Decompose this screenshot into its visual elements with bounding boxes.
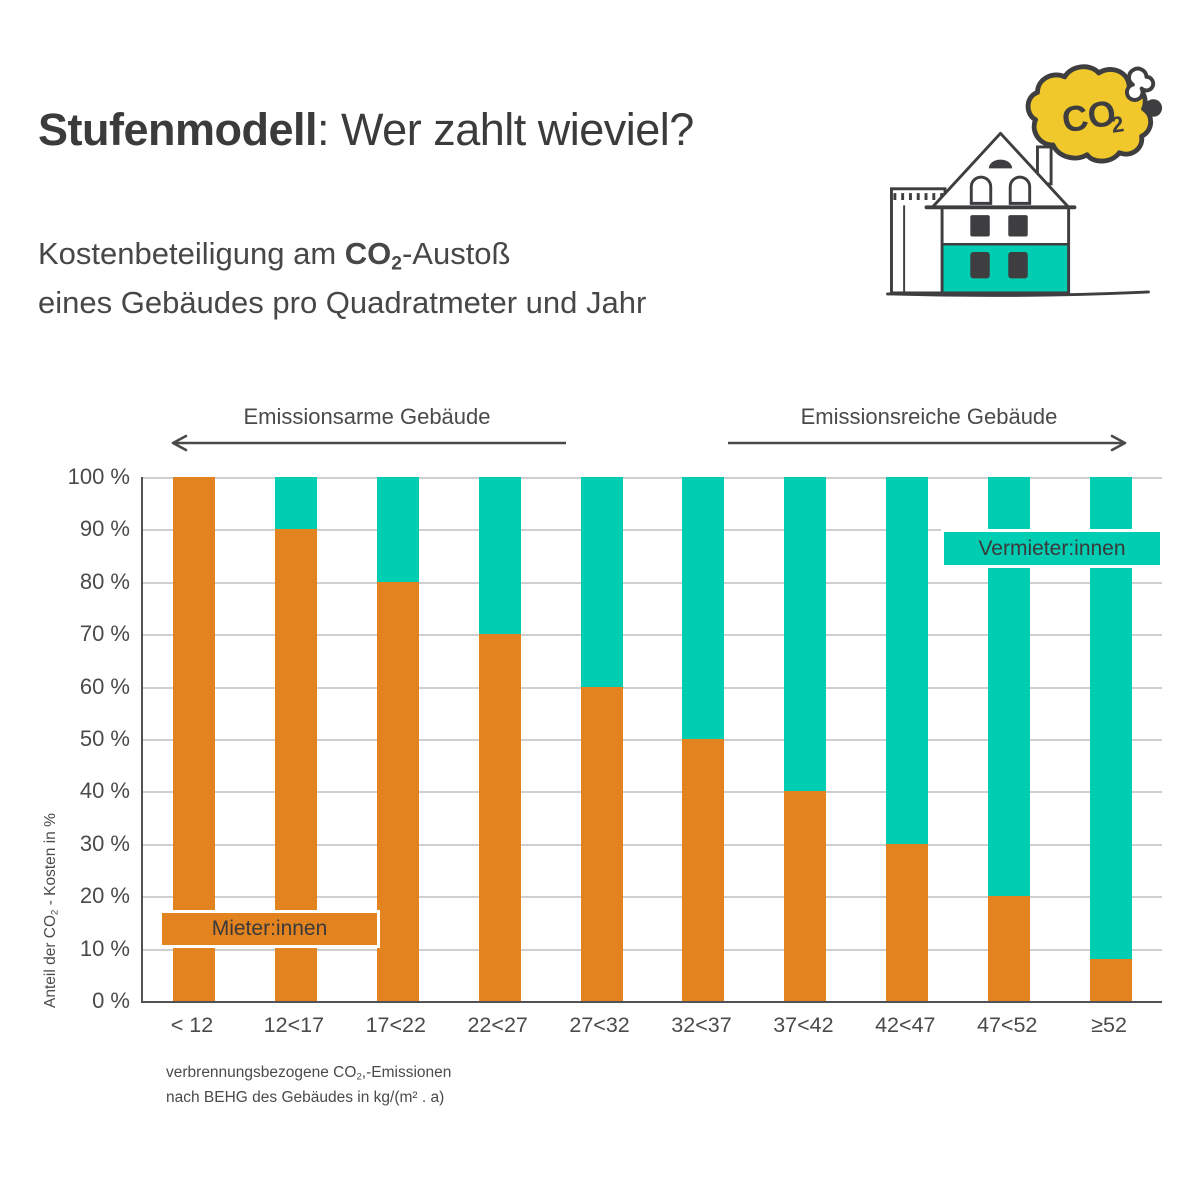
y-tick-label: 50 % <box>79 726 130 751</box>
x-tick-label: 32<37 <box>671 1013 732 1037</box>
bar-segment-vermieter <box>886 477 929 844</box>
bar-segment-vermieter <box>376 477 419 582</box>
window <box>1008 215 1028 237</box>
gridline-90 <box>143 529 1162 532</box>
stacked-bar-22<27 <box>478 477 521 1001</box>
x-axis-title-line1: verbrennungsbezogene CO2,-Emissionen <box>166 1064 452 1083</box>
x-tick-label: 27<32 <box>569 1013 630 1037</box>
range-high-emission: Emissionsreiche Gebäude <box>726 404 1132 453</box>
bar-column <box>449 477 551 1001</box>
window <box>970 215 990 237</box>
bar-segment-mieter <box>682 739 725 1001</box>
stacked-bar-37<42 <box>784 477 827 1001</box>
page-title-rest: : Wer zahlt wieviel? <box>317 104 694 156</box>
y-tick-label: 90 % <box>79 516 130 542</box>
bar-column <box>754 477 856 1001</box>
x-axis-title-line2: nach BEHG des Gebäudes in kg/(m² . a) <box>166 1089 445 1106</box>
x-tick-label: 37<42 <box>773 1013 834 1037</box>
x-tick-label: 12<17 <box>263 1013 325 1037</box>
right-arrow-icon <box>728 434 1127 452</box>
y-tick-label: 10 % <box>79 935 130 961</box>
window <box>970 252 990 279</box>
gridline-40 <box>143 791 1162 794</box>
gridline-30 <box>143 843 1162 846</box>
co2-cloud: CO 2 <box>1025 64 1163 164</box>
y-tick-label: 100 % <box>67 464 130 489</box>
gridline-80 <box>143 581 1162 584</box>
subtitle-line2: eines Gebäudes pro Quadratmeter und Jahr <box>38 285 647 320</box>
svg-text:CO: CO <box>1059 92 1119 141</box>
bar-segment-mieter <box>886 843 929 1001</box>
y-tick-label: 0 % <box>92 988 130 1013</box>
gridline-60 <box>143 686 1162 689</box>
gridline-10 <box>143 948 1162 951</box>
y-tick-label: 30 % <box>79 830 130 856</box>
bar-segment-mieter <box>580 686 623 1001</box>
arch-window <box>1008 175 1032 205</box>
x-tick-label: < 12 <box>170 1013 214 1037</box>
y-tick-label: 20 % <box>79 883 130 909</box>
page-title: Stufenmodell: Wer zahlt wieviel? <box>38 104 694 156</box>
series-label-vermieter: Vermieter:innen <box>941 529 1163 568</box>
small-cloud <box>1125 66 1156 102</box>
svg-text:2: 2 <box>1109 111 1125 138</box>
arch-window <box>969 175 993 205</box>
x-tick-label: 17<22 <box>365 1013 426 1037</box>
bar-column <box>551 477 653 1001</box>
bar-segment-vermieter <box>784 477 827 792</box>
stacked-bar-32<37 <box>682 477 725 1001</box>
stacked-bar-17<22 <box>376 477 419 1001</box>
window <box>1008 252 1028 279</box>
co2-cloud-text: CO 2 <box>1059 92 1126 141</box>
bar-segment-mieter <box>478 634 521 1001</box>
gable-vent <box>988 159 1013 169</box>
y-tick-label: 70 % <box>79 621 130 647</box>
house-roof <box>924 131 1077 210</box>
y-tick-label: 40 % <box>79 778 130 804</box>
x-tick-label: 22<27 <box>467 1013 528 1037</box>
gridline-70 <box>143 634 1162 637</box>
house-illustration-svg: CO 2 <box>886 64 1163 297</box>
series-label-mieter: Mieter:innen <box>159 910 380 948</box>
x-axis-tick-labels: < 12 12<17 17<22 22<27 27<32 32<37 37<42 42<47 4… <box>141 1013 1160 1038</box>
bar-segment-mieter <box>1090 959 1133 1001</box>
stacked-bar-27<32 <box>580 477 623 1001</box>
bar-segment-mieter <box>988 896 1031 1001</box>
x-tick-label: 47<52 <box>977 1013 1038 1037</box>
gridline-100 <box>143 477 1162 479</box>
house-teal-floor <box>942 244 1069 293</box>
y-tick-label: 80 % <box>79 568 130 594</box>
bar-column <box>856 477 958 1001</box>
bar-segment-vermieter <box>478 477 521 635</box>
y-tick-label: 60 % <box>79 673 130 699</box>
low-emission-label: Emissionsarme Gebäude <box>243 404 491 429</box>
bar-segment-vermieter <box>274 477 317 530</box>
bar-segment-mieter <box>376 581 419 1001</box>
bar-column <box>653 477 755 1001</box>
left-arrow-icon <box>171 434 566 452</box>
gridline-50 <box>143 739 1162 741</box>
stacked-bar-42<47 <box>886 477 929 1001</box>
y-axis-tick-labels: 100 % 90 % 80 % 70 % 60 % 50 % 40 % 30 % 20 % 10 … <box>28 464 130 1013</box>
x-axis-title: verbrennungsbezogene CO2,-Emissionen nac… <box>166 1060 451 1110</box>
bar-segment-mieter <box>784 791 827 1001</box>
x-tick-label: ≥52 <box>1091 1013 1127 1037</box>
subtitle: Kostenbeteiligung am CO2-Austoß eines Ge… <box>38 229 646 327</box>
page-title-bold: Stufenmodell <box>38 104 318 156</box>
smoke-blob <box>1144 99 1163 117</box>
bar-column <box>347 477 449 1001</box>
gridline-20 <box>143 896 1162 899</box>
bar-segment-vermieter <box>580 477 623 687</box>
bar-segment-vermieter <box>682 477 725 739</box>
house-co2-illustration: CO 2 <box>872 58 1164 304</box>
range-low-emission: Emissionsarme Gebäude <box>166 404 568 453</box>
y-axis-title: Anteil der CO2 - Kosten in % <box>42 813 61 1008</box>
subtitle-line1: Kostenbeteiligung am CO2-Austoß <box>38 236 511 275</box>
ground-line <box>886 290 1150 297</box>
high-emission-label: Emissionsreiche Gebäude <box>800 404 1058 429</box>
x-tick-label: 42<47 <box>875 1013 936 1037</box>
house-body <box>940 205 1071 295</box>
